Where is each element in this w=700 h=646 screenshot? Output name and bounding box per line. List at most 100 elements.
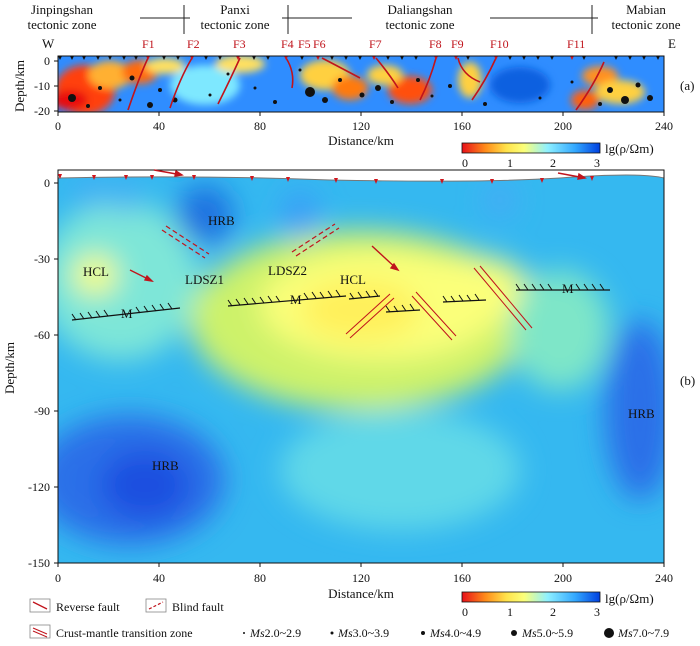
tectonic-zone-header: Jinpingshan tectonic zone Panxi tectonic… [0, 2, 698, 35]
legend-reverse-fault-label: Reverse fault [56, 600, 120, 614]
panel-b-label: (b) [680, 373, 695, 388]
legend-mag-5: Ms7.0~7.9 [617, 626, 669, 640]
a-xlabel: Distance/km [328, 133, 394, 148]
fault-label-f7: F7 [369, 37, 382, 51]
panel-a-label: (a) [680, 78, 694, 93]
legend: Reverse fault Blind fault Crust-mantle t… [29, 598, 669, 640]
fault-label-f5: F5 [298, 37, 311, 51]
zone-suffix-panxi: tectonic zone [201, 17, 270, 32]
colorbar-b-bar [461, 591, 601, 603]
label-hcl-left: HCL [83, 264, 109, 279]
fault-label-f8: F8 [429, 37, 442, 51]
b-xtick-4: 160 [453, 571, 471, 585]
a-xtick-6: 240 [655, 119, 673, 133]
cb-b-label: lg(ρ/Ωm) [605, 591, 654, 606]
cb-b-tick-2: 2 [550, 605, 556, 619]
reverse-fault-arrows [129, 169, 587, 282]
b-xtick-3: 120 [352, 571, 370, 585]
moho-hachures [71, 283, 605, 321]
panel-b: HRB HCL LDSZ1 LDSZ2 HCL HRB HRB M M M 0 … [2, 169, 695, 601]
b-xtick-6: 240 [655, 571, 673, 585]
a-xtick-3: 120 [352, 119, 370, 133]
legend-blind-fault: Blind fault [145, 598, 224, 614]
resistivity-heatmap-a [58, 56, 664, 112]
b-ytick-1: -30 [34, 252, 50, 266]
zone-suffix-daliangshan: tectonic zone [386, 17, 455, 32]
a-xtick-2: 80 [254, 119, 266, 133]
legend-reverse-fault: Reverse fault [29, 598, 120, 614]
legend-transition-zone: Crust-mantle transition zone [29, 624, 193, 640]
legend-blind-fault-label: Blind fault [172, 600, 224, 614]
cb-a-tick-1: 1 [507, 156, 513, 170]
fault-label-f6: F6 [313, 37, 326, 51]
b-xtick-5: 200 [554, 571, 572, 585]
direction-west: W [42, 36, 55, 51]
a-xtick-4: 160 [453, 119, 471, 133]
label-ldsz2: LDSZ2 [268, 263, 307, 278]
b-ylabel: Depth/km [2, 342, 17, 394]
label-moho-2: M [290, 292, 302, 307]
direction-east: E [668, 36, 676, 51]
label-moho-1: M [121, 306, 133, 321]
cb-b-tick-0: 0 [462, 605, 468, 619]
zone-name-daliangshan: Daliangshan [388, 2, 453, 17]
label-hcl-center: HCL [340, 272, 366, 287]
moho-lines [71, 289, 610, 321]
b-xlabel: Distance/km [328, 586, 394, 601]
a-xtick-5: 200 [554, 119, 572, 133]
a-ytick-2: -20 [34, 104, 50, 118]
station-markers-a [58, 56, 660, 60]
cb-a-tick-2: 2 [550, 156, 556, 170]
fault-label-f10: F10 [490, 37, 509, 51]
zone-suffix-jinpingshan: tectonic zone [28, 17, 97, 32]
a-ylabel: Depth/km [12, 60, 27, 112]
a-ytick-1: -10 [34, 79, 50, 93]
fault-label-f2: F2 [187, 37, 200, 51]
zone-name-mabian: Mabian [626, 2, 666, 17]
label-ldsz1: LDSZ1 [185, 272, 224, 287]
fault-label-f9: F9 [451, 37, 464, 51]
cb-a-tick-3: 3 [594, 156, 600, 170]
colorbar-b: 0 1 2 3 lg(ρ/Ωm) [461, 591, 654, 619]
legend-mag-3: Ms4.0~4.9 [429, 626, 481, 640]
label-hrb-upper: HRB [208, 213, 235, 228]
a-xtick-0: 0 [55, 119, 61, 133]
fault-label-f4: F4 [281, 37, 294, 51]
a-ytick-0: 0 [44, 54, 50, 68]
zone-name-jinpingshan: Jinpingshan [31, 2, 94, 17]
resistivity-heatmap-b [58, 175, 664, 563]
legend-mag-2: Ms3.0~3.9 [337, 626, 389, 640]
fault-label-f11: F11 [567, 37, 585, 51]
b-xtick-2: 80 [254, 571, 266, 585]
fault-labels: F1 F2 F3 F4 F5 F6 F7 F8 F9 F10 F11 [142, 37, 585, 51]
zone-suffix-mabian: tectonic zone [612, 17, 681, 32]
legend-magnitudes: Ms2.0~2.9 Ms3.0~3.9 Ms4.0~4.9 Ms5.0~5.9 … [243, 626, 669, 640]
colorbar-a-bar [461, 142, 601, 154]
transition-zones [345, 265, 533, 341]
a-xtick-1: 40 [153, 119, 165, 133]
legend-transition-zone-label: Crust-mantle transition zone [56, 626, 193, 640]
label-hrb-lower: HRB [152, 458, 179, 473]
blind-faults [161, 223, 340, 259]
zone-name-panxi: Panxi [220, 2, 250, 17]
label-moho-3: M [562, 281, 574, 296]
fault-label-f3: F3 [233, 37, 246, 51]
b-ytick-3: -90 [34, 404, 50, 418]
cb-b-tick-3: 3 [594, 605, 600, 619]
b-xtick-0: 0 [55, 571, 61, 585]
station-markers-b [58, 174, 594, 184]
cb-a-tick-0: 0 [462, 156, 468, 170]
fault-label-f1: F1 [142, 37, 155, 51]
label-hrb-right: HRB [628, 406, 655, 421]
legend-mag-4: Ms5.0~5.9 [521, 626, 573, 640]
cb-b-tick-1: 1 [507, 605, 513, 619]
b-ytick-0: 0 [44, 176, 50, 190]
b-ytick-5: -150 [28, 556, 50, 570]
b-xtick-1: 40 [153, 571, 165, 585]
b-ytick-4: -120 [28, 480, 50, 494]
b-ytick-2: -60 [34, 328, 50, 342]
colorbar-a: 0 1 2 3 lg(ρ/Ωm) [461, 141, 654, 170]
legend-mag-1: Ms2.0~2.9 [249, 626, 301, 640]
cb-a-label: lg(ρ/Ωm) [605, 141, 654, 156]
